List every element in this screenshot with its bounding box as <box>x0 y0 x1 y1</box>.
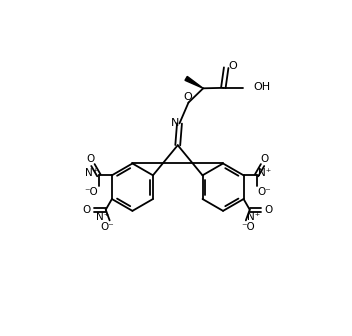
Text: N⁺: N⁺ <box>96 212 109 222</box>
Text: O⁻: O⁻ <box>101 222 114 233</box>
Polygon shape <box>185 76 203 88</box>
Text: N⁺: N⁺ <box>84 168 98 178</box>
Text: OH: OH <box>253 82 270 92</box>
Text: ⁻O: ⁻O <box>84 187 98 197</box>
Text: N⁺: N⁺ <box>247 212 260 222</box>
Text: O: O <box>265 205 273 215</box>
Text: N⁺: N⁺ <box>258 168 271 178</box>
Text: O: O <box>87 154 95 164</box>
Text: ⁻O: ⁻O <box>241 222 255 233</box>
Text: O: O <box>228 60 237 71</box>
Text: O: O <box>260 154 269 164</box>
Text: O: O <box>83 205 91 215</box>
Text: O: O <box>183 92 192 102</box>
Text: N: N <box>170 118 179 128</box>
Text: O⁻: O⁻ <box>257 187 271 197</box>
